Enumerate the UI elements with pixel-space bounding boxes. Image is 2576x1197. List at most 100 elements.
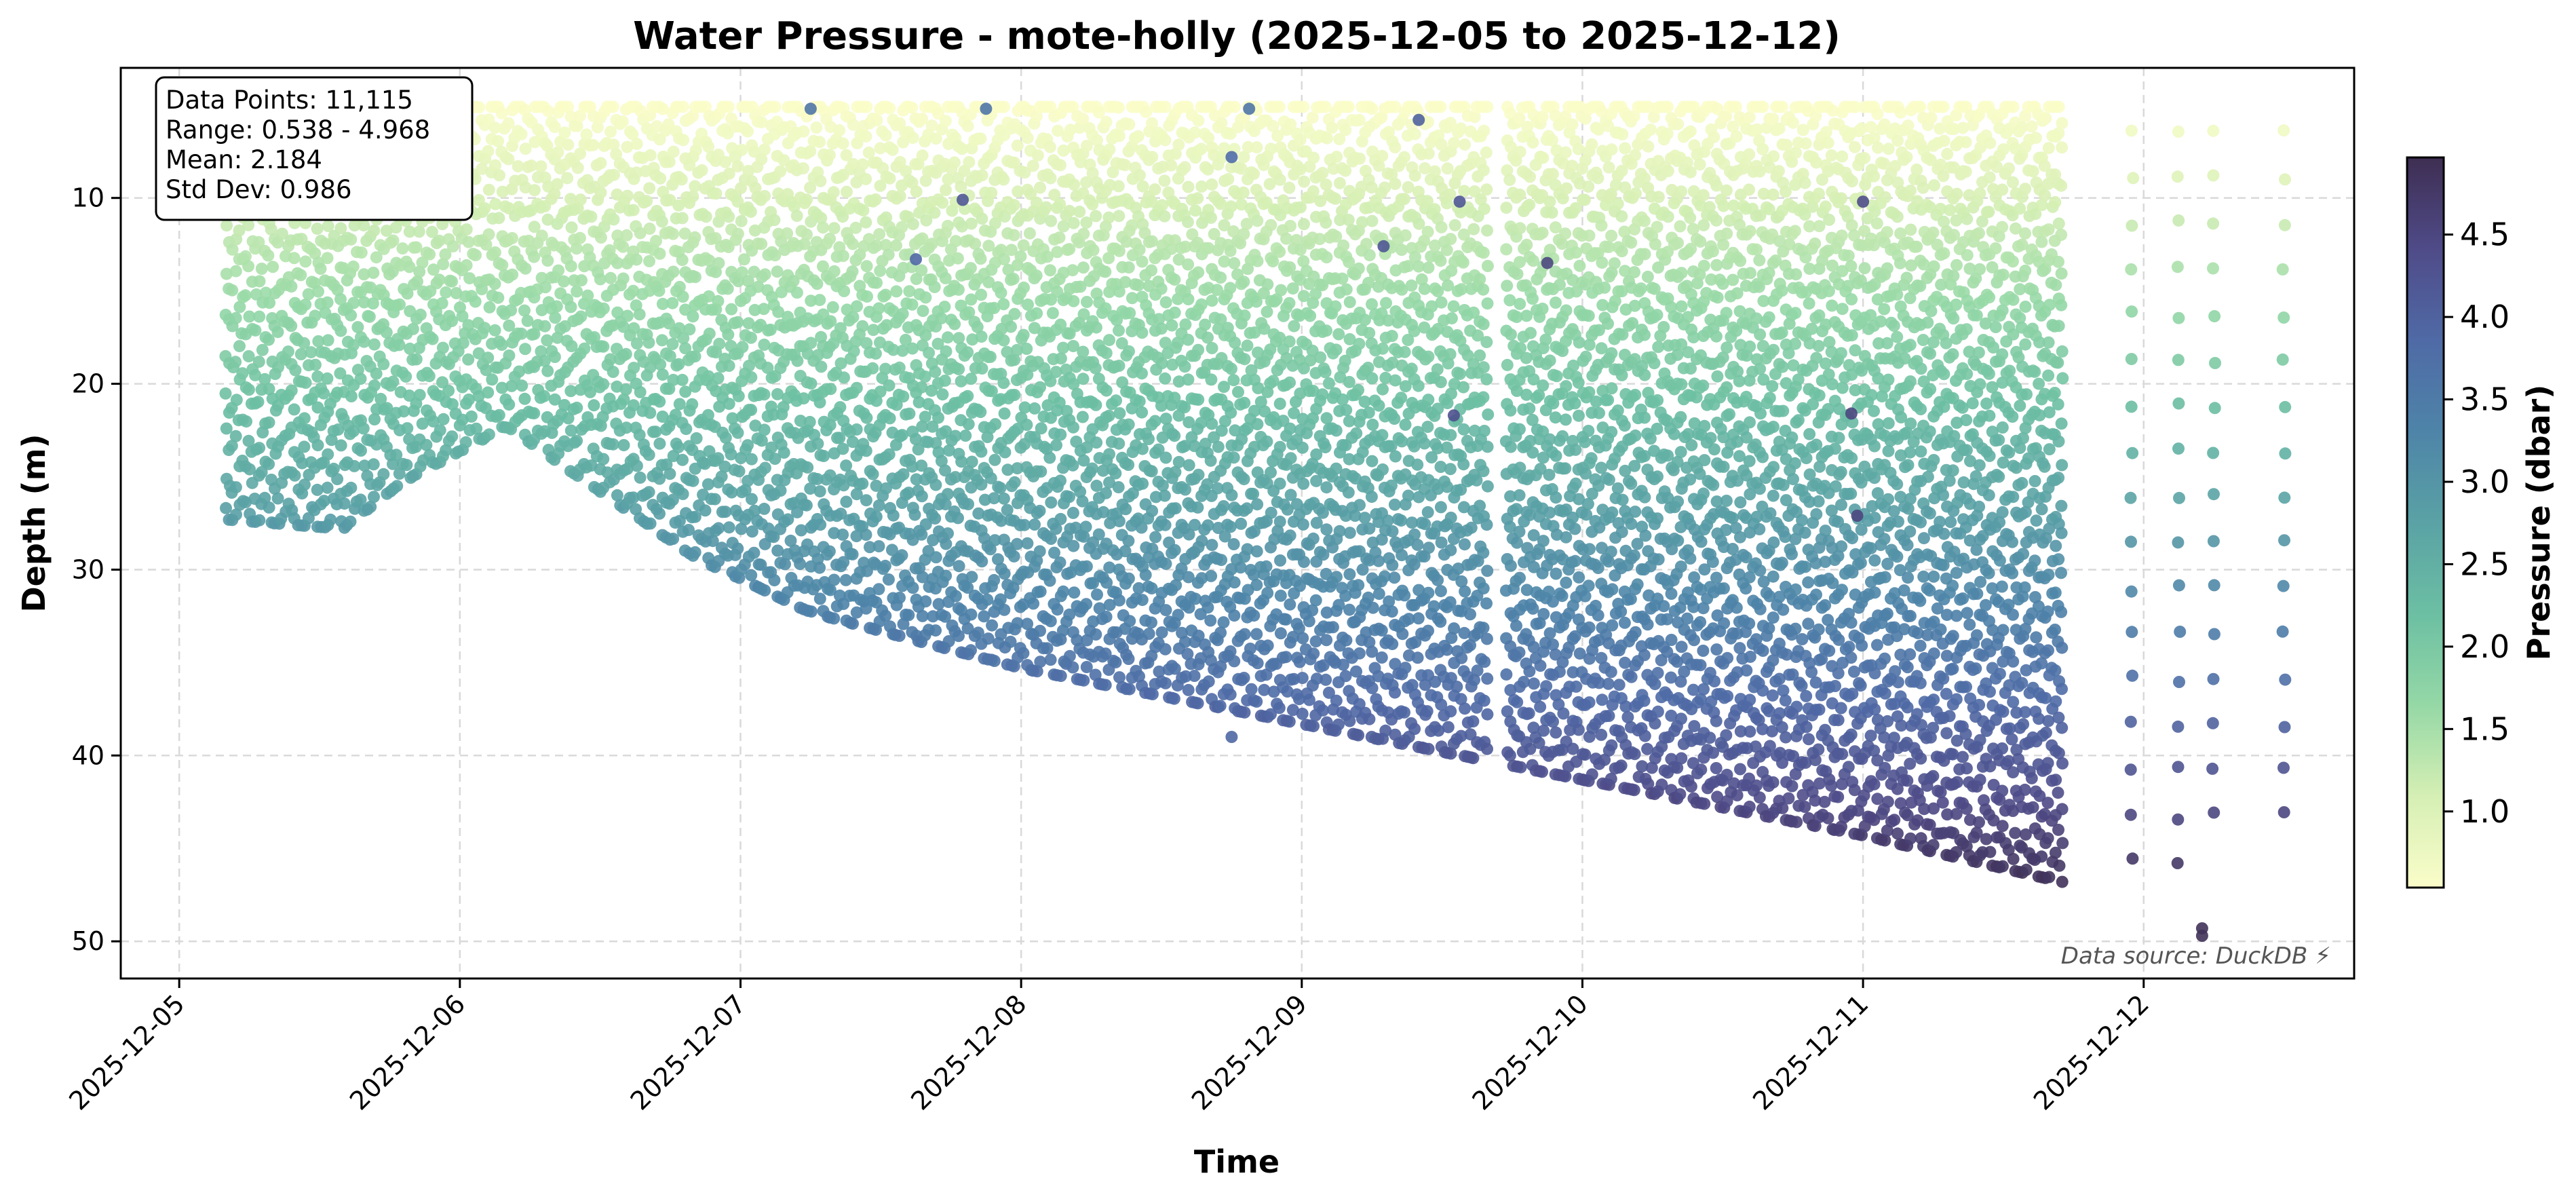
data-point (1123, 683, 1136, 696)
data-point (229, 356, 242, 368)
data-point (811, 437, 824, 450)
data-point (689, 546, 701, 558)
data-point (744, 206, 757, 218)
data-point (552, 146, 564, 159)
data-point (1232, 385, 1244, 398)
data-point (495, 381, 508, 394)
data-point (1191, 501, 1204, 514)
data-point (828, 612, 841, 625)
data-point (1363, 249, 1376, 261)
data-point (846, 265, 859, 278)
data-point (482, 183, 495, 196)
data-point (1212, 440, 1225, 453)
data-point (472, 390, 485, 402)
data-point (856, 158, 869, 171)
data-point (1051, 246, 1064, 259)
data-point (393, 298, 406, 311)
data-point (975, 330, 988, 343)
data-point (860, 260, 873, 273)
data-point (883, 379, 896, 392)
data-point (997, 492, 1010, 505)
data-point (334, 222, 347, 235)
data-point (597, 378, 610, 391)
data-point (1320, 251, 1333, 264)
data-point (928, 206, 941, 219)
data-point (723, 398, 735, 411)
data-point (357, 422, 370, 435)
data-point (872, 583, 885, 596)
data-point (513, 365, 526, 378)
data-point (1145, 465, 1158, 478)
data-point (1366, 418, 1379, 431)
data-point (1021, 132, 1034, 145)
data-point (1343, 603, 1356, 616)
data-point (275, 227, 288, 240)
data-point (699, 210, 712, 223)
data-point (940, 537, 953, 550)
data-point (801, 228, 813, 241)
data-point (564, 260, 577, 273)
data-point (1326, 121, 1339, 134)
data-point (929, 478, 942, 491)
data-point (575, 274, 588, 287)
data-point (426, 332, 439, 345)
data-point (708, 493, 721, 506)
data-point (249, 368, 262, 381)
data-point (1332, 328, 1345, 341)
data-point (564, 424, 577, 437)
data-point (528, 184, 541, 197)
data-point (1399, 418, 1412, 431)
data-point (1191, 697, 1204, 710)
data-point (962, 418, 975, 431)
data-point (413, 389, 426, 402)
data-point (673, 398, 686, 411)
data-point (355, 444, 367, 457)
data-point (370, 367, 383, 380)
data-point (1030, 269, 1043, 282)
data-point (742, 125, 754, 138)
data-point (1365, 491, 1378, 504)
data-point (1408, 723, 1421, 736)
data-point (321, 372, 334, 385)
data-point (827, 186, 840, 199)
data-point (535, 160, 547, 173)
data-point (1398, 706, 1410, 719)
data-point (1007, 273, 1020, 285)
data-point (642, 336, 655, 349)
data-point (838, 371, 850, 384)
data-point (953, 560, 965, 573)
data-point (1103, 334, 1115, 347)
data-point (1395, 514, 1408, 527)
data-point (790, 210, 803, 223)
data-point (1008, 389, 1021, 401)
data-point (837, 250, 849, 263)
data-point (1205, 211, 1217, 224)
data-point (1333, 176, 1346, 189)
data-point (1352, 383, 1364, 396)
data-point (851, 300, 863, 313)
data-point (961, 119, 974, 132)
data-point (986, 619, 999, 632)
data-point (1113, 594, 1126, 607)
data-point (1166, 319, 1178, 332)
data-point (777, 446, 790, 459)
data-point (439, 248, 452, 261)
data-point (309, 247, 322, 260)
data-point (311, 439, 324, 452)
data-point (1159, 451, 1172, 464)
data-point (915, 490, 928, 503)
data-point (1421, 705, 1434, 718)
data-point (790, 286, 803, 299)
data-point (1340, 283, 1353, 296)
data-point (367, 267, 380, 279)
data-point (1421, 225, 1434, 238)
data-point (1181, 216, 1194, 229)
data-point (725, 303, 738, 316)
data-point (1330, 343, 1343, 356)
data-point (288, 403, 301, 416)
data-point (1296, 632, 1309, 645)
data-point (400, 370, 412, 383)
data-point (758, 461, 771, 474)
data-point (1054, 352, 1067, 365)
data-point (1182, 293, 1195, 305)
